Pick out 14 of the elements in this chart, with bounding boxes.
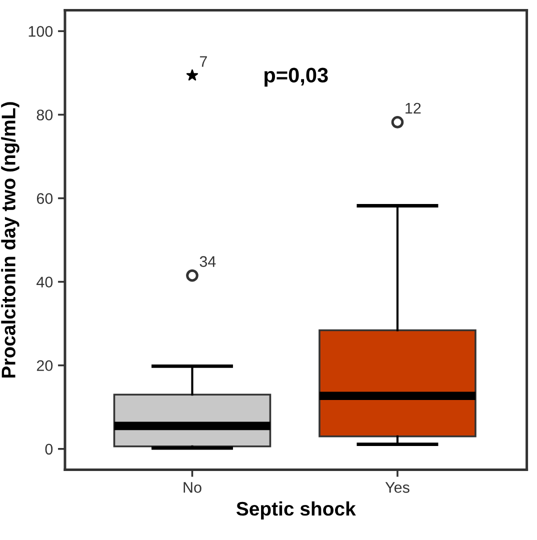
y-tick-label: 80 — [36, 110, 53, 120]
y-tick-label: 60 — [36, 193, 53, 204]
y-tick-label: 40 — [36, 276, 53, 288]
y-tick-label: 20 — [36, 360, 53, 372]
annotation: 34 — [200, 256, 216, 267]
y-tick-label: 0 — [45, 444, 53, 455]
annotation: 12 — [406, 102, 421, 114]
x-axis-title: Septic shock — [236, 501, 356, 520]
y-tick-label: 100 — [28, 26, 53, 37]
annotation: 7 — [200, 56, 207, 67]
y-axis-title: Procalcitonin day two (ng/mL) — [1, 102, 20, 378]
annotation: p=0,03 — [264, 68, 328, 87]
x-tick-label: Yes — [385, 482, 410, 493]
x-tick-label: No — [184, 482, 202, 493]
